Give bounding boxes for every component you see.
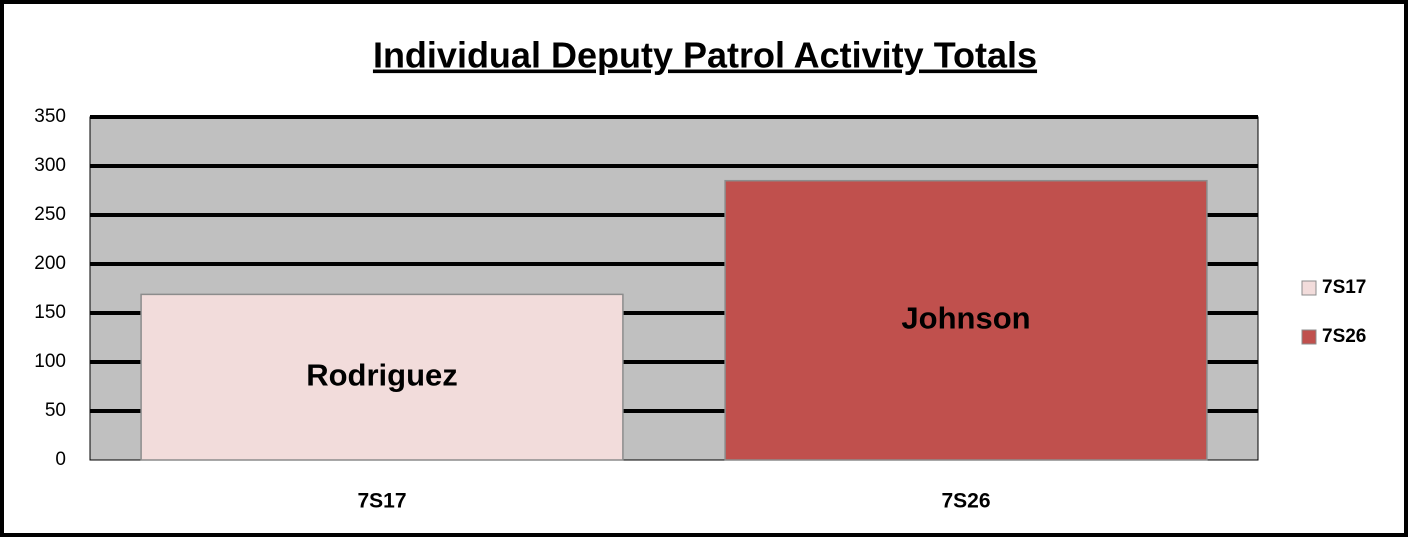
bar-label: Rodriguez: [306, 357, 458, 392]
y-tick-label: 300: [34, 155, 66, 176]
bar: [140, 293, 624, 461]
y-tick-label: 100: [34, 351, 66, 372]
x-tick-label: 7S17: [357, 490, 406, 513]
y-tick-label: 150: [34, 302, 66, 323]
bar: [724, 179, 1208, 461]
y-tick-label: 0: [55, 449, 66, 470]
x-tick-label: 7S26: [941, 490, 990, 513]
y-tick-label: 200: [34, 253, 66, 274]
legend-swatch: [1301, 329, 1317, 345]
legend-swatch: [1301, 280, 1317, 296]
y-tick-label: 50: [45, 400, 66, 421]
chart-title: Individual Deputy Patrol Activity Totals: [373, 35, 1037, 76]
y-tick-label: 350: [34, 106, 66, 127]
bar-label: Johnson: [901, 301, 1030, 336]
legend-label: 7S17: [1322, 277, 1366, 298]
legend-label: 7S26: [1322, 326, 1366, 347]
y-tick-label: 250: [34, 204, 66, 225]
